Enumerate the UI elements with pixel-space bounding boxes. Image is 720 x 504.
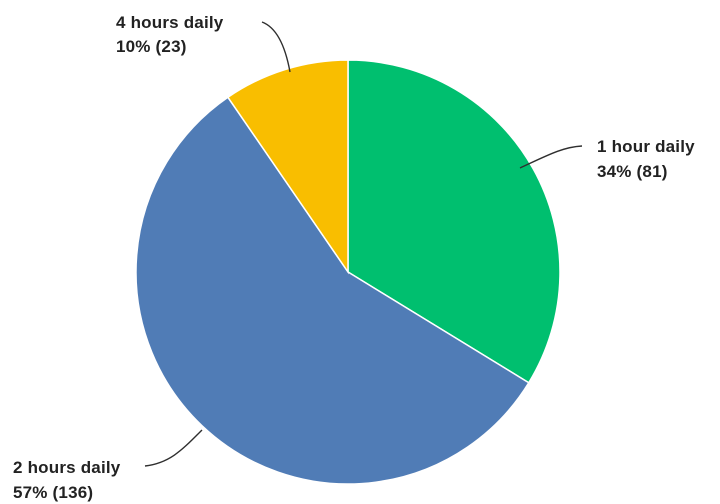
slice-value: 10% (23) [116, 37, 187, 56]
slice-name: 2 hours daily [13, 458, 121, 477]
slice-label-1-hour: 1 hour daily 34% (81) [597, 137, 695, 181]
slice-label-2-hours: 2 hours daily 57% (136) [13, 458, 121, 502]
pie-slice-4-hours-daily [226, 59, 349, 275]
pie-slice-2-hours-daily [135, 96, 530, 485]
pie-slices [135, 59, 561, 485]
leader-line-4-hours [261, 21, 291, 73]
leader-line-1-hour [519, 145, 583, 169]
pie-slice-1-hour-daily [347, 59, 561, 384]
slice-value: 57% (136) [13, 483, 93, 502]
slice-name: 4 hours daily [116, 13, 224, 32]
leader-line-2-hours [144, 429, 203, 467]
slice-name: 1 hour daily [597, 137, 695, 156]
slice-label-4-hours: 4 hours daily 10% (23) [116, 13, 224, 56]
slice-value: 34% (81) [597, 162, 668, 181]
